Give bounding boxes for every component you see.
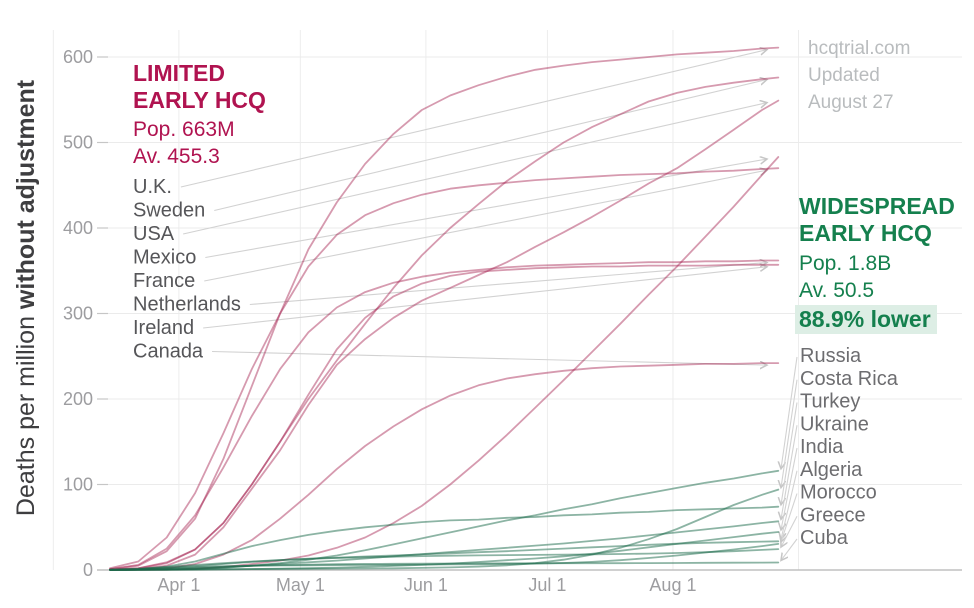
label-morocco: Morocco bbox=[800, 482, 877, 504]
grid-layer bbox=[52, 30, 962, 571]
leader-line-u-k- bbox=[180, 50, 767, 188]
leader-line-mexico bbox=[205, 159, 767, 259]
series-line-mexico bbox=[109, 156, 780, 571]
watermark-site: hcqtrial.com bbox=[808, 38, 910, 59]
series-line-netherlands bbox=[109, 259, 780, 570]
x-tick-label: May 1 bbox=[276, 575, 325, 595]
series-line-france bbox=[109, 167, 780, 570]
y-tick-label: 500 bbox=[63, 133, 93, 153]
series-line-turkey bbox=[109, 505, 780, 571]
leader-line-morocco bbox=[781, 493, 798, 542]
label-cuba: Cuba bbox=[800, 527, 849, 549]
watermark: hcqtrial.com Updated August 27 bbox=[808, 38, 910, 113]
y-tick-label: 200 bbox=[63, 389, 93, 409]
y-tick-label: 100 bbox=[63, 475, 93, 495]
leader-line-ukraine bbox=[781, 425, 798, 519]
leader-line-costa-rica bbox=[781, 379, 798, 488]
y-axis-title: Deaths per million without adjustment bbox=[12, 79, 40, 516]
label-u-k-: U.K. bbox=[133, 176, 172, 198]
y-tick-label: 600 bbox=[63, 47, 93, 67]
widespread-title-line1: WIDESPREAD bbox=[799, 193, 955, 219]
leader-line-cuba bbox=[781, 538, 798, 560]
label-algeria: Algeria bbox=[800, 459, 863, 481]
y-tick-label: 300 bbox=[63, 304, 93, 324]
leader-line-turkey bbox=[781, 402, 798, 505]
leader-line-france bbox=[204, 170, 767, 282]
label-india: India bbox=[800, 436, 844, 458]
label-ukraine: Ukraine bbox=[800, 413, 869, 435]
label-usa: USA bbox=[133, 223, 175, 245]
annotation-widespread-early-hcq: WIDESPREAD EARLY HCQ Pop. 1.8B Av. 50.5 … bbox=[795, 193, 955, 334]
leader-line-russia bbox=[781, 356, 798, 469]
limited-title-line2: EARLY HCQ bbox=[133, 87, 266, 113]
label-mexico: Mexico bbox=[133, 247, 196, 269]
label-ireland: Ireland bbox=[133, 317, 194, 339]
limited-average: Av. 455.3 bbox=[133, 145, 220, 168]
leader-line-canada bbox=[212, 350, 767, 366]
label-costa-rica: Costa Rica bbox=[800, 368, 899, 390]
limited-title-line1: LIMITED bbox=[133, 60, 225, 86]
watermark-updated: Updated bbox=[808, 65, 880, 86]
leader-line-sweden bbox=[214, 80, 767, 212]
label-turkey: Turkey bbox=[800, 391, 860, 413]
x-tick-label: Aug 1 bbox=[649, 575, 696, 595]
country-labels-layer: U.K.SwedenUSAMexicoFranceNetherlandsIrel… bbox=[133, 176, 899, 549]
y-tick-label: 400 bbox=[63, 218, 93, 238]
series-line-usa bbox=[109, 99, 780, 571]
series-line-greece bbox=[109, 548, 780, 571]
series-line-cuba bbox=[109, 561, 780, 571]
leader-line-algeria bbox=[781, 470, 798, 540]
y-axis-title-bold: without adjustment bbox=[12, 79, 40, 310]
label-canada: Canada bbox=[133, 341, 204, 363]
widespread-average: Av. 50.5 bbox=[799, 279, 874, 302]
label-netherlands: Netherlands bbox=[133, 294, 241, 316]
axis-ticks-layer: 600 500 400 300 200 100 0 Apr 1 May 1 Jun 1 Jul 1 A… bbox=[63, 47, 697, 595]
leader-line-greece bbox=[781, 515, 798, 547]
widespread-title-line2: EARLY HCQ bbox=[799, 220, 932, 246]
x-tick-label: Jul 1 bbox=[528, 575, 566, 595]
watermark-date: August 27 bbox=[808, 92, 894, 113]
series-line-u-k- bbox=[109, 46, 780, 570]
lower-percent-highlight bbox=[795, 305, 937, 334]
widespread-lower-percent: 88.9% lower bbox=[799, 306, 931, 332]
label-greece: Greece bbox=[800, 504, 866, 526]
series-lines-layer bbox=[109, 46, 780, 571]
limited-population: Pop. 663M bbox=[133, 118, 235, 141]
label-france: France bbox=[133, 270, 195, 292]
leader-line-netherlands bbox=[249, 262, 767, 306]
series-line-ireland bbox=[109, 263, 780, 571]
y-axis-title-normal: Deaths per million bbox=[12, 309, 40, 516]
leader-line-usa bbox=[183, 103, 767, 235]
leader-line-ireland bbox=[203, 267, 767, 329]
widespread-population: Pop. 1.8B bbox=[799, 252, 891, 275]
y-tick-label: 0 bbox=[83, 560, 93, 580]
x-tick-label: Jun 1 bbox=[404, 575, 448, 595]
leader-lines-layer bbox=[180, 50, 798, 561]
label-russia: Russia bbox=[800, 345, 862, 367]
x-tick-label: Apr 1 bbox=[157, 575, 200, 595]
annotation-limited-early-hcq: LIMITED EARLY HCQ Pop. 663M Av. 455.3 bbox=[133, 60, 266, 168]
leader-line-india bbox=[781, 447, 798, 530]
label-sweden: Sweden bbox=[133, 200, 205, 222]
series-line-sweden bbox=[109, 76, 780, 571]
